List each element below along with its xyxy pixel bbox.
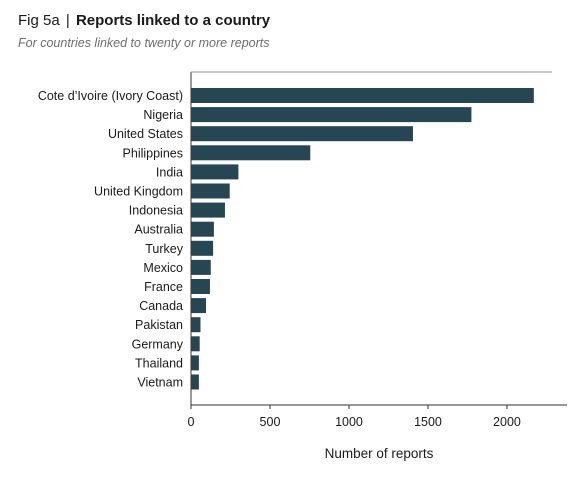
category-label: United Kingdom [94,185,183,199]
category-label: Australia [134,223,183,237]
bar [191,107,472,123]
title-separator: | [65,12,70,29]
category-label: Indonesia [129,204,183,218]
x-axis-title: Number of reports [325,446,434,461]
figure-label: Fig 5a [18,12,60,29]
bar [191,240,214,256]
bar [191,298,207,314]
chart-subtitle: For countries linked to twenty or more r… [18,36,270,50]
bar [191,374,199,390]
bar [191,259,211,275]
bars-group [191,88,534,390]
category-label: India [156,165,183,179]
category-label: Germany [132,337,184,351]
category-label: United States [108,127,183,141]
x-tick-label: 1500 [414,415,442,429]
bar [191,164,239,180]
bar [191,202,225,218]
title-text: Reports linked to a country [75,12,271,29]
bar [191,221,214,237]
x-axis-ticks: 0 500 1000 1500 2000 [188,405,521,429]
bar [191,355,199,371]
x-tick-label: 2000 [493,415,521,429]
chart-title: Fig 5a | Reports linked to a country [18,12,270,29]
category-label: Cote d’Ivoire (Ivory Coast) [38,89,183,103]
bar [191,279,210,294]
category-label: Canada [139,299,183,313]
bar [191,336,200,352]
category-label: Vietnam [137,376,183,390]
x-tick-label: 1000 [335,415,363,429]
category-label: Nigeria [143,108,183,122]
bar [191,317,201,333]
category-label: Pakistan [135,318,183,332]
category-labels: Cote d’Ivoire (Ivory Coast) Nigeria United… [38,89,184,390]
x-tick-label: 500 [260,415,281,429]
category-label: France [144,280,183,294]
category-label: Thailand [135,356,183,370]
chart-header: Fig 5a | Reports linked to a country For… [18,12,270,50]
bar [191,183,230,199]
bar [191,145,311,161]
category-label: Philippines [123,146,183,160]
bar [191,126,413,142]
bar [191,88,534,103]
category-label: Turkey [145,242,183,256]
x-tick-label: 0 [188,415,195,429]
category-label: Mexico [143,261,183,275]
